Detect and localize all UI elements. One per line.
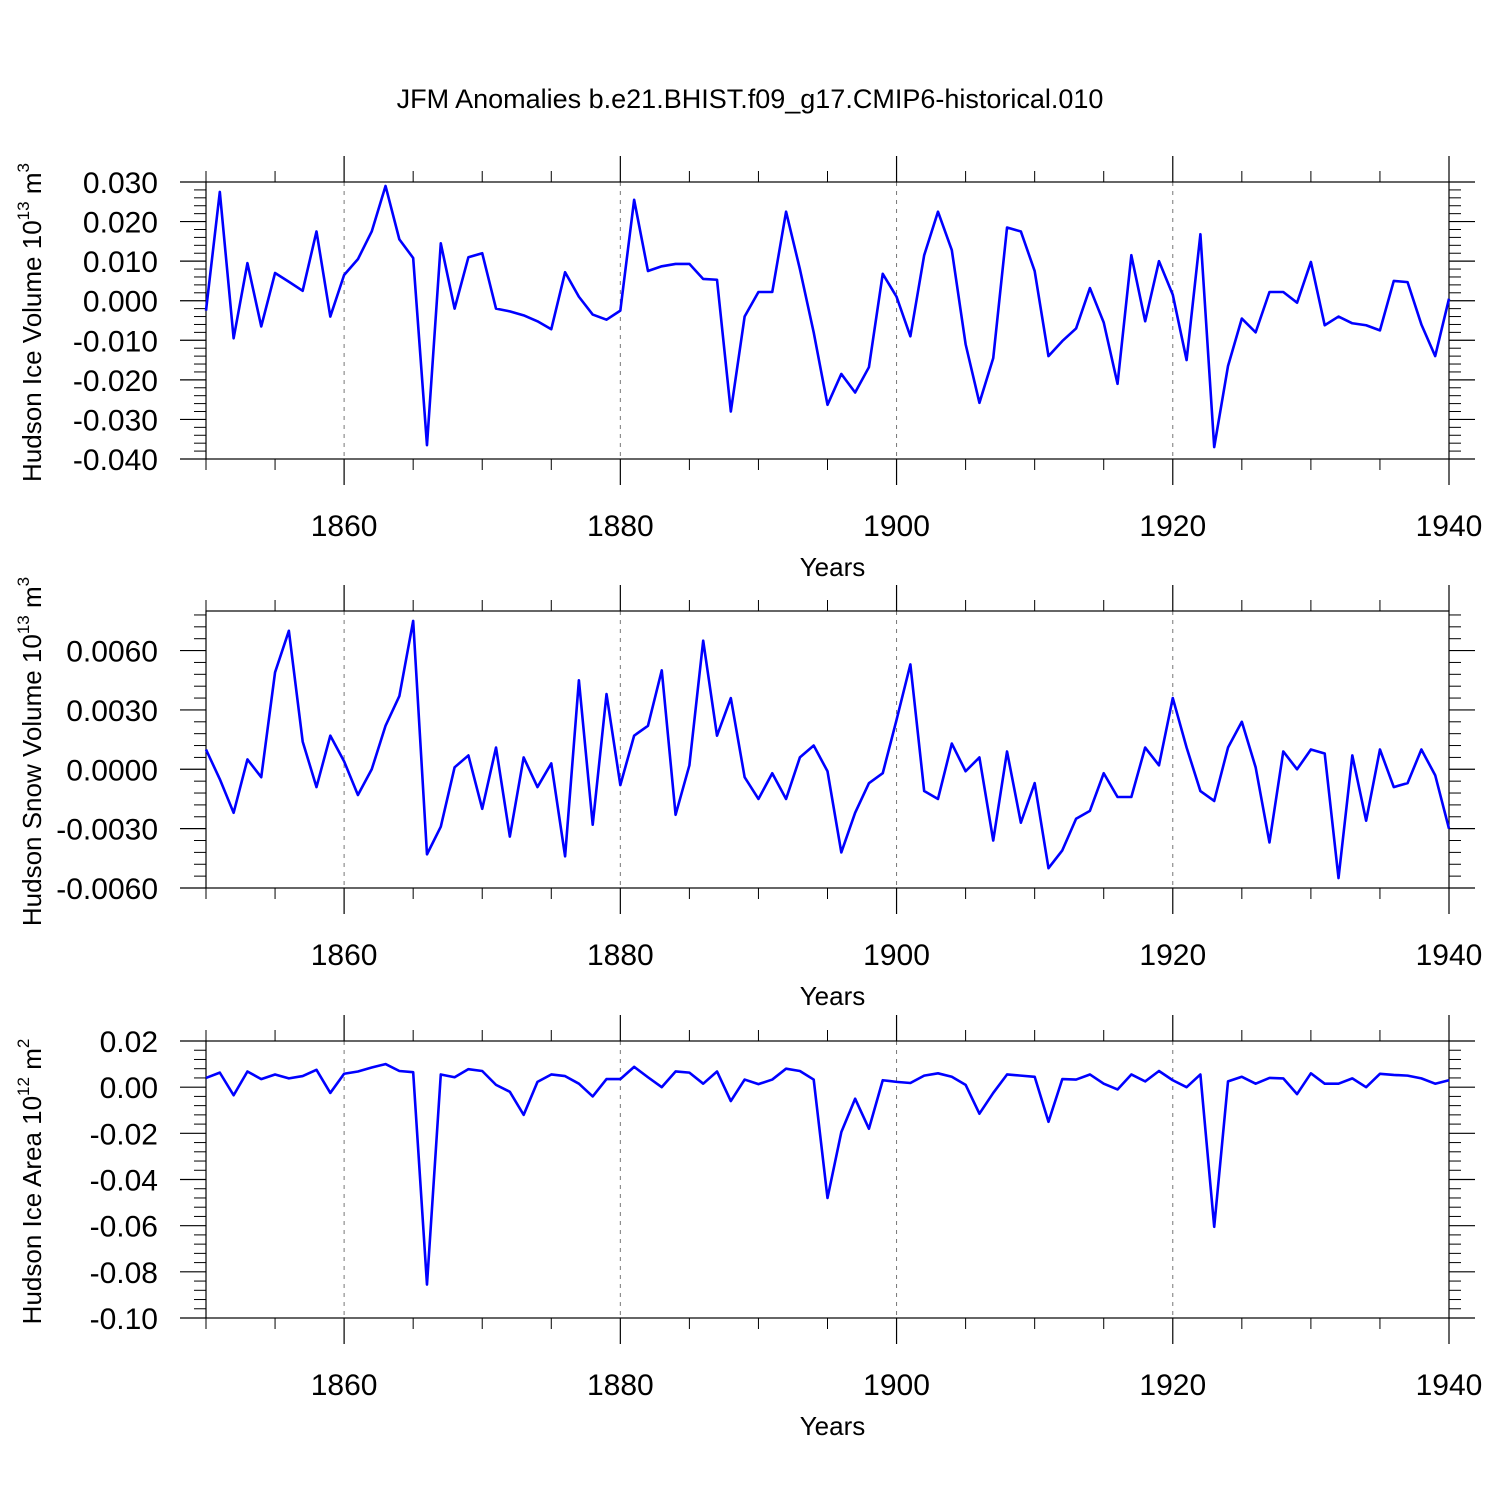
y-tick-label: -0.0030 — [56, 814, 158, 847]
data-series-line — [205, 1062, 1450, 1286]
y-tick-label: -0.030 — [73, 404, 158, 437]
y-axis-label: Hudson Ice Volume 1013 m3 — [14, 163, 47, 482]
plot-frame — [205, 1040, 1450, 1319]
x-tick-label: 1920 — [1139, 1369, 1206, 1402]
x-axis-label: Years — [800, 981, 866, 1011]
chart-panel-2: 1860 1880 1900 1920 1940 0.0060 0.0030 0.0000 -0… — [14, 577, 1482, 1011]
y-tick-label: -0.06 — [90, 1211, 158, 1244]
x-tick-label: 1880 — [587, 1369, 654, 1402]
y-tick-label: -0.04 — [90, 1165, 158, 1198]
y-tick-label: 0.000 — [83, 286, 158, 319]
x-tick-label: 1900 — [863, 939, 930, 972]
y-tick-label: 0.010 — [83, 246, 158, 279]
x-axis-label: Years — [800, 1411, 866, 1441]
x-tick-label: 1940 — [1416, 939, 1483, 972]
x-tick-label: 1880 — [587, 510, 654, 543]
data-series-line — [204, 184, 1451, 449]
chart-panel-1: 1860 1880 1900 1920 1940 0.030 0.020 0.010 0.000… — [14, 156, 1482, 582]
y-tick-label: 0.0030 — [66, 695, 158, 728]
y-axis-label: Hudson Ice Area 1012 m2 — [14, 1039, 47, 1325]
chart-title: JFM Anomalies b.e21.BHIST.f09_g17.CMIP6-… — [396, 84, 1104, 114]
y-tick-label: 0.030 — [83, 167, 158, 200]
y-tick-label: 0.02 — [100, 1026, 158, 1059]
y-tick-label: 0.020 — [83, 207, 158, 240]
x-axis-label: Years — [800, 552, 866, 582]
y-tick-label: 0.0000 — [66, 754, 158, 787]
x-tick-label: 1860 — [311, 510, 378, 543]
y-tick-label: -0.040 — [73, 444, 158, 477]
y-axis-label: Hudson Snow Volume 1013 m3 — [14, 577, 47, 926]
y-tick-label: -0.08 — [90, 1257, 158, 1290]
plot-frame — [205, 610, 1450, 889]
plot-frame — [205, 181, 1450, 460]
y-tick-label: 0.00 — [100, 1072, 158, 1105]
chart-panel-3: 1860 1880 1900 1920 1940 0.02 0.00 -0.02 -0.04 -0… — [14, 1015, 1482, 1441]
x-tick-label: 1940 — [1416, 1369, 1483, 1402]
y-tick-label: -0.010 — [73, 325, 158, 358]
x-tick-label: 1900 — [863, 1369, 930, 1402]
x-tick-label: 1940 — [1416, 510, 1483, 543]
x-tick-label: 1860 — [311, 1369, 378, 1402]
y-tick-label: -0.10 — [90, 1303, 158, 1336]
y-tick-label: 0.0060 — [66, 636, 158, 669]
y-tick-label: -0.0060 — [56, 873, 158, 906]
data-series-line — [204, 619, 1451, 880]
x-tick-label: 1920 — [1139, 510, 1206, 543]
x-tick-label: 1920 — [1139, 939, 1206, 972]
x-tick-label: 1880 — [587, 939, 654, 972]
y-tick-label: -0.020 — [73, 365, 158, 398]
y-tick-label: -0.02 — [90, 1118, 158, 1151]
x-tick-label: 1860 — [311, 939, 378, 972]
x-tick-label: 1900 — [863, 510, 930, 543]
